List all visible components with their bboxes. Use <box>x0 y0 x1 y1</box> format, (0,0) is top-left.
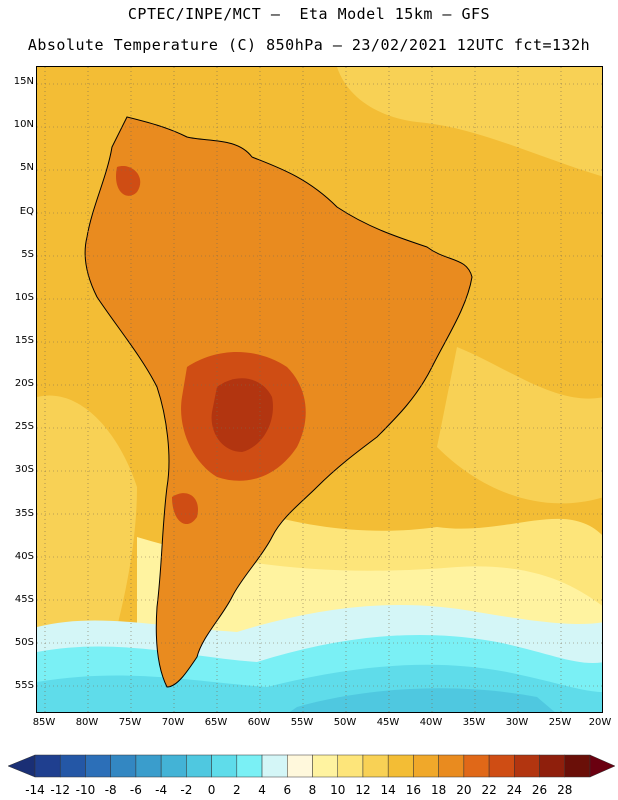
colorbar-tick-label: -10 <box>76 783 96 797</box>
colorbar-swatch <box>211 754 238 778</box>
colorbar-swatch <box>413 754 439 778</box>
colorbar-swatch <box>160 754 187 778</box>
colorbar-tick-label: 4 <box>258 783 266 797</box>
colorbar-swatch <box>539 754 566 778</box>
lon-label: 35W <box>462 717 486 728</box>
graticule <box>37 67 602 712</box>
colorbar-swatch <box>135 754 162 778</box>
colorbar-tick-label: -2 <box>180 783 192 797</box>
lat-label: 5N <box>20 162 34 173</box>
lat-label: 30S <box>14 464 34 475</box>
lat-label: 10S <box>14 292 34 303</box>
map-title-line-1: CPTEC/INPE/MCT – Eta Model 15km – GFS <box>127 5 491 23</box>
colorbar-right-arrow <box>589 754 616 778</box>
lon-label: 25W <box>548 717 572 728</box>
colorbar-swatches <box>7 754 616 778</box>
lon-label: 65W <box>204 717 228 728</box>
colorbar-tick-label: 10 <box>330 783 345 797</box>
lat-label: 50S <box>14 637 34 648</box>
colorbar-left-arrow <box>7 754 36 778</box>
colorbar-tick-label: 16 <box>406 783 421 797</box>
lon-label: 75W <box>118 717 142 728</box>
colorbar-tick-label: 26 <box>532 783 547 797</box>
lat-label: 45S <box>14 594 34 605</box>
colorbar-swatch <box>488 754 515 778</box>
temperature-colorbar: -14 -12 -10 -8 -6 -4 -2 0 2 4 6 8 10 12 14 16 18 20 22 24 26… <box>7 754 616 797</box>
lat-label: EQ <box>19 206 34 217</box>
colorbar-tick-label: 24 <box>507 783 522 797</box>
warm-region <box>437 347 602 504</box>
lat-label: 10N <box>13 119 34 130</box>
colorbar-tick-label: 28 <box>557 783 572 797</box>
lon-label: 45W <box>376 717 400 728</box>
lat-label: 55S <box>14 680 34 691</box>
lat-label: 15S <box>14 335 34 346</box>
colorbar-tick-label: 22 <box>481 783 496 797</box>
colorbar-swatch <box>34 754 61 778</box>
lat-label: 15N <box>13 76 34 87</box>
colorbar-tick-label: 20 <box>456 783 471 797</box>
colorbar-tick-label: 14 <box>381 783 396 797</box>
colorbar-tick-label: -6 <box>130 783 142 797</box>
colorbar-tick-label: -14 <box>25 783 45 797</box>
lat-label: 25S <box>14 421 34 432</box>
colorbar-swatch <box>287 754 313 778</box>
colorbar-swatch <box>186 754 212 778</box>
colorbar-swatch <box>564 754 591 778</box>
lon-label: 20W <box>588 717 612 728</box>
cold-region <box>289 688 555 712</box>
lon-label: 40W <box>419 717 443 728</box>
colorbar-swatch <box>59 754 86 778</box>
temperature-map <box>36 66 603 713</box>
warm-region <box>37 395 137 627</box>
colorbar-swatch <box>438 754 465 778</box>
lon-label: 55W <box>290 717 314 728</box>
colorbar-swatch <box>110 754 137 778</box>
lat-label: 5S <box>21 249 34 260</box>
colorbar-tick-label: 6 <box>283 783 291 797</box>
colorbar-tick-label: 8 <box>309 783 317 797</box>
lon-label: 30W <box>505 717 529 728</box>
colorbar-swatch <box>337 754 364 778</box>
colorbar-swatch <box>514 754 540 778</box>
warm-region <box>337 67 602 177</box>
colorbar-labels: -14 -12 -10 -8 -6 -4 -2 0 2 4 6 8 10 12 14 16 18 20 22 24 26… <box>25 783 572 797</box>
colorbar-tick-label: -8 <box>105 783 117 797</box>
colorbar-swatch <box>261 754 288 778</box>
colorbar-swatch <box>236 754 263 778</box>
colorbar-swatch <box>85 754 111 778</box>
lon-label: 85W <box>32 717 56 728</box>
colorbar-tick-label: 2 <box>233 783 241 797</box>
colorbar-tick-label: 18 <box>431 783 446 797</box>
lat-label: 40S <box>14 551 34 562</box>
lon-label: 70W <box>161 717 185 728</box>
hot-core <box>211 378 273 452</box>
colorbar-swatch <box>387 754 414 778</box>
colorbar-swatch <box>312 754 338 778</box>
map-title-line-2: Absolute Temperature (C) 850hPa – 23/02/… <box>27 36 591 54</box>
lat-label: 20S <box>14 378 34 389</box>
lon-label: 50W <box>333 717 357 728</box>
colorbar-tick-label: 12 <box>355 783 370 797</box>
colorbar-swatch <box>463 754 490 778</box>
hot-spot <box>172 493 198 525</box>
colorbar-tick-label: -12 <box>50 783 70 797</box>
colorbar-tick-label: -4 <box>155 783 167 797</box>
hot-spot <box>116 166 141 196</box>
colorbar-swatch <box>362 754 389 778</box>
lon-label: 60W <box>247 717 271 728</box>
lat-label: 35S <box>14 508 34 519</box>
map-canvas <box>37 67 602 712</box>
colorbar-tick-label: 0 <box>208 783 216 797</box>
lon-label: 80W <box>75 717 99 728</box>
